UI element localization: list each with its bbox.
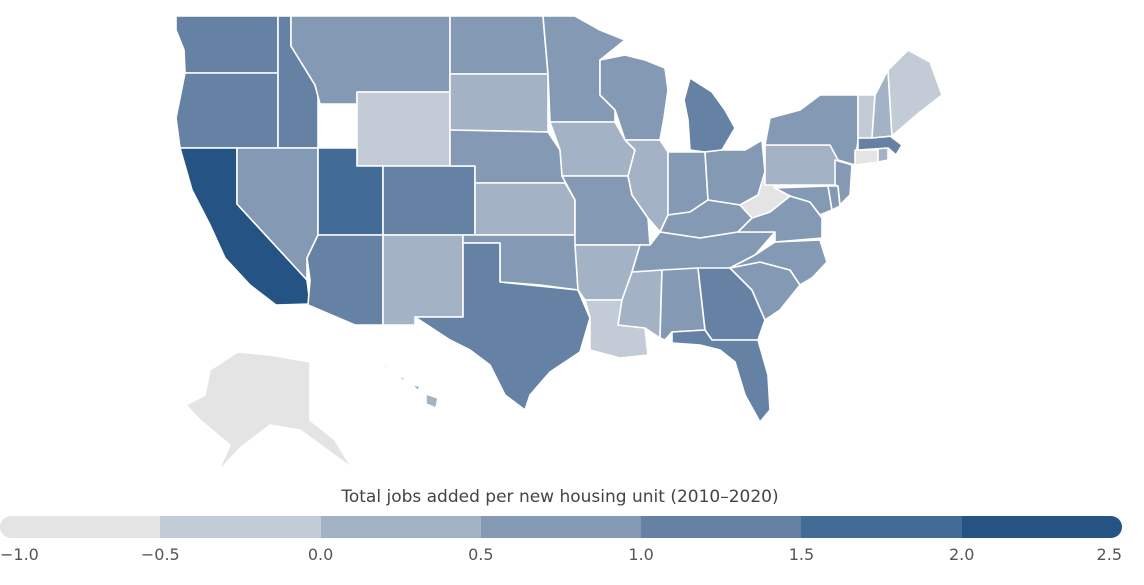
state-kansas[interactable] [474, 182, 576, 236]
state-new-jersey[interactable] [834, 159, 853, 206]
state-michigan[interactable] [683, 77, 736, 153]
state-florida[interactable] [671, 329, 771, 423]
color-scale-ticks: −1.0 −0.5 0.0 0.5 1.0 1.5 2.0 2.5 [0, 545, 1144, 569]
scale-tick-label: 2.5 [1096, 545, 1122, 564]
scale-tick-label: 1.0 [628, 545, 654, 564]
state-north-dakota[interactable] [449, 15, 549, 75]
scale-tick-label: 1.5 [788, 545, 815, 564]
color-scale-bar [0, 516, 1122, 538]
scale-tick-label: 0.0 [307, 545, 334, 564]
state-new-mexico[interactable] [382, 234, 464, 326]
state-alabama[interactable] [659, 267, 706, 341]
scale-segment [801, 516, 962, 538]
scale-segment [480, 516, 642, 538]
state-maine[interactable] [887, 49, 943, 137]
scale-tick-label: −0.5 [140, 545, 180, 564]
state-north-carolina[interactable] [729, 239, 828, 286]
state-hawaii[interactable] [381, 363, 439, 409]
scale-segment [641, 516, 802, 538]
state-illinois[interactable] [624, 139, 669, 233]
state-rhode-island[interactable] [877, 147, 889, 163]
state-washington[interactable] [175, 15, 279, 74]
state-delaware[interactable] [827, 185, 841, 211]
state-alaska[interactable] [185, 351, 353, 473]
state-colorado[interactable] [382, 165, 476, 236]
state-arizona[interactable] [306, 234, 384, 326]
scale-tick-label: 2.0 [948, 545, 975, 564]
scale-tick-label: −1.0 [0, 545, 39, 564]
scale-tick-label: 0.5 [468, 545, 494, 564]
scale-segment [160, 516, 321, 538]
state-pennsylvania[interactable] [764, 144, 841, 186]
scale-segment [320, 516, 481, 538]
state-texas[interactable] [414, 242, 591, 411]
state-wyoming[interactable] [356, 91, 451, 167]
state-oregon[interactable] [175, 72, 279, 149]
scale-segment [0, 516, 161, 538]
legend-title: Total jobs added per new housing unit (2… [341, 487, 779, 507]
scale-segment [961, 516, 1122, 538]
state-connecticut[interactable] [854, 149, 879, 166]
state-wisconsin[interactable] [599, 54, 669, 141]
state-south-dakota[interactable] [449, 73, 549, 133]
us-choropleth-map [175, 15, 943, 473]
